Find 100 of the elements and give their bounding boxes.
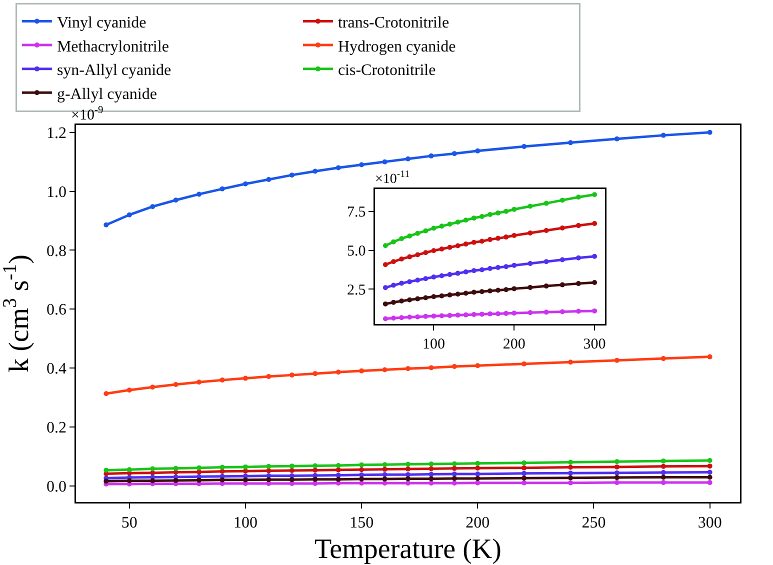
point <box>471 268 476 274</box>
point <box>428 365 434 370</box>
point <box>452 480 457 486</box>
point <box>488 288 492 294</box>
legend-label: cis-Crotonitrile <box>338 62 436 80</box>
point <box>439 246 444 252</box>
point <box>126 467 132 472</box>
point <box>488 237 492 242</box>
point <box>560 257 565 262</box>
point <box>475 466 480 471</box>
y-tick-label: 7.5 <box>346 204 366 221</box>
point <box>592 221 598 226</box>
point <box>455 243 460 248</box>
point <box>382 472 388 478</box>
point <box>359 162 364 168</box>
point <box>423 276 428 282</box>
point <box>428 480 434 486</box>
point <box>423 314 428 319</box>
point <box>406 156 410 162</box>
point <box>592 254 598 259</box>
point <box>522 460 527 466</box>
point <box>471 312 476 318</box>
point <box>522 480 527 486</box>
x-tick-label: 300 <box>583 336 606 352</box>
x-tick-label: 200 <box>466 514 490 532</box>
point <box>312 468 318 473</box>
y-tick-label: 1.2 <box>46 124 66 142</box>
point <box>382 262 388 268</box>
x-tick-label: 50 <box>121 514 138 532</box>
point <box>439 273 444 278</box>
point <box>220 468 225 474</box>
point <box>439 293 444 298</box>
point <box>407 297 412 302</box>
point <box>415 314 420 320</box>
x-tick-label: 150 <box>350 514 374 532</box>
point <box>496 265 501 270</box>
point <box>452 364 457 370</box>
point <box>455 270 460 276</box>
point <box>399 298 404 304</box>
point <box>614 459 620 464</box>
point <box>560 282 565 288</box>
point <box>173 382 178 387</box>
point <box>614 480 620 486</box>
point <box>576 223 581 228</box>
point <box>406 480 410 486</box>
y-tick-label: 5.0 <box>346 244 366 260</box>
point <box>528 310 533 316</box>
y-tick-label: 0.4 <box>46 360 66 378</box>
point <box>382 243 388 248</box>
point <box>266 464 272 469</box>
point <box>423 295 428 300</box>
point <box>455 292 460 297</box>
annotation: ×10$^{-11}$ <box>375 169 410 187</box>
point <box>614 136 620 142</box>
point <box>431 294 436 300</box>
y-tick-label: 0.6 <box>46 302 66 319</box>
point <box>431 274 436 280</box>
point <box>568 460 574 465</box>
point <box>512 233 517 238</box>
point <box>173 198 178 203</box>
point <box>391 259 396 264</box>
point <box>504 234 509 240</box>
point <box>592 192 598 198</box>
point <box>463 312 468 318</box>
point <box>568 140 574 146</box>
point <box>266 477 272 482</box>
y-tick-label: 0.0 <box>46 478 66 496</box>
point <box>336 476 341 482</box>
point <box>266 468 272 474</box>
point <box>407 233 412 238</box>
point <box>150 466 156 472</box>
x-tick-label: 250 <box>582 514 606 532</box>
y-tick-label: 0.2 <box>46 419 66 436</box>
point <box>382 301 388 306</box>
point <box>126 212 132 218</box>
point <box>399 315 404 320</box>
point <box>544 259 549 264</box>
point <box>614 470 620 476</box>
point <box>576 255 581 260</box>
point <box>504 264 509 270</box>
point <box>431 314 436 319</box>
point <box>220 477 225 482</box>
point <box>479 289 484 294</box>
point <box>479 312 484 317</box>
point <box>522 470 527 476</box>
point <box>415 230 420 236</box>
point <box>707 470 712 475</box>
point <box>496 210 501 216</box>
point <box>428 476 434 482</box>
point <box>289 477 294 482</box>
point <box>707 354 712 360</box>
point <box>104 478 109 484</box>
point <box>560 226 565 231</box>
point <box>104 391 109 396</box>
y-tick-label: 1.0 <box>46 184 66 201</box>
point <box>452 472 457 477</box>
point <box>707 474 712 480</box>
point <box>576 281 581 286</box>
point <box>512 262 517 268</box>
point <box>428 472 434 477</box>
